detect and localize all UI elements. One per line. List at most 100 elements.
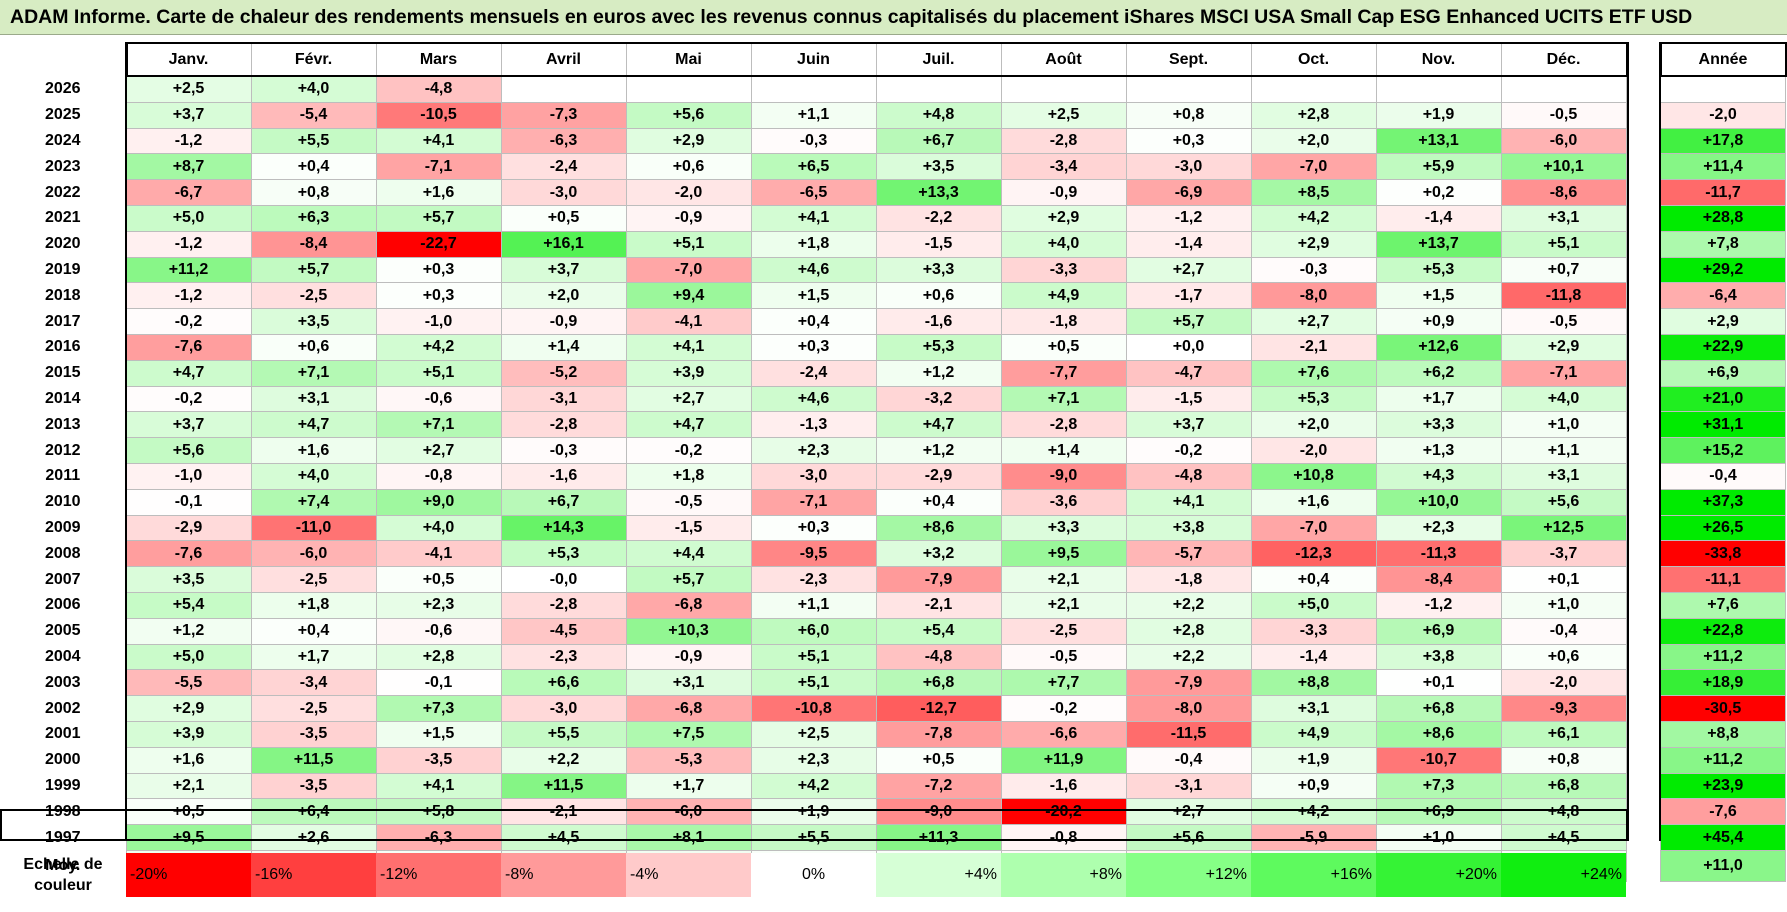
heatmap-cell: +3,3 bbox=[1000, 514, 1127, 542]
heatmap-cell: +5,7 bbox=[625, 566, 752, 593]
year-label: 2002 bbox=[44, 699, 81, 717]
annual-cell: +28,8 bbox=[1660, 204, 1786, 232]
heatmap-cell: +0,8 bbox=[1125, 101, 1252, 129]
heatmap-cell: +4,1 bbox=[375, 127, 502, 155]
year-row: 2026 +2,5 +4,0 -4,8 bbox=[0, 76, 1627, 103]
heatmap-cell: +11,5 bbox=[250, 746, 377, 774]
heatmap-cell: -0,2 bbox=[625, 437, 752, 464]
year-label: 2020 bbox=[44, 235, 81, 253]
color-scale-step: -16% bbox=[251, 853, 376, 897]
heatmap-cell: -0,2 bbox=[1125, 437, 1252, 464]
color-scale-legend: -20% -16% -12% -8% -4% 0% +4% +8% +12% +16% +20% +2… bbox=[126, 853, 1626, 897]
heatmap-cell: -8,6 bbox=[1500, 179, 1627, 206]
heatmap-cell: +14,3 bbox=[500, 514, 627, 542]
heatmap-cell: +0,6 bbox=[625, 153, 752, 181]
heatmap-cell: +5,3 bbox=[500, 540, 627, 568]
heatmap-cell: +7,3 bbox=[375, 695, 502, 722]
heatmap-cell: -1,6 bbox=[1000, 772, 1127, 800]
heatmap-cell: -1,8 bbox=[1000, 308, 1127, 335]
heatmap-cell: +5,9 bbox=[1375, 153, 1502, 181]
heatmap-cell: +1,0 bbox=[1500, 411, 1627, 439]
heatmap-cell: -5,2 bbox=[500, 359, 627, 387]
heatmap-cell: +1,2 bbox=[875, 359, 1002, 387]
annual-header: Année bbox=[1660, 42, 1786, 77]
heatmap-cell: -7,8 bbox=[875, 720, 1002, 748]
annual-cell: +11,2 bbox=[1660, 746, 1786, 774]
heatmap-cell: -7,7 bbox=[1000, 359, 1127, 387]
heatmap-cell: -3,1 bbox=[1125, 772, 1252, 800]
heatmap-cell: +0,4 bbox=[750, 308, 877, 335]
heatmap-cell: +2,2 bbox=[1125, 643, 1252, 671]
heatmap-cell: +10,1 bbox=[1500, 153, 1627, 181]
heatmap-cell: -1,2 bbox=[1375, 591, 1502, 619]
annual-cell: -11,7 bbox=[1660, 179, 1786, 206]
heatmap-cell: +4,7 bbox=[125, 359, 252, 387]
heatmap-cell: -3,0 bbox=[750, 462, 877, 490]
heatmap-cell: +1,0 bbox=[1375, 824, 1502, 851]
heatmap-cell: +6,9 bbox=[1375, 798, 1502, 826]
heatmap-cell: -1,4 bbox=[1375, 204, 1502, 232]
year-label: 1997 bbox=[44, 828, 81, 846]
annual-cell: -6,4 bbox=[1660, 282, 1786, 310]
annual-cell: +8,8 bbox=[1660, 720, 1786, 748]
heatmap-cell: +1,8 bbox=[625, 462, 752, 490]
annual-cell bbox=[1660, 76, 1786, 103]
heatmap-cell: -9,0 bbox=[875, 798, 1002, 826]
heatmap-cell: +3,5 bbox=[125, 566, 252, 593]
heatmap-cell: -0,0 bbox=[500, 566, 627, 593]
heatmap-cell: +3,8 bbox=[1375, 643, 1502, 671]
heatmap-cell: +2,1 bbox=[125, 772, 252, 800]
heatmap-cell: +0,1 bbox=[1500, 566, 1627, 593]
color-scale-step: +4% bbox=[876, 853, 1001, 897]
heatmap-cell: +9,4 bbox=[625, 282, 752, 310]
heatmap-cell: -0,5 bbox=[1500, 308, 1627, 335]
heatmap-cell: -2,9 bbox=[875, 462, 1002, 490]
heatmap-cell: -2,8 bbox=[1000, 127, 1127, 155]
month-header: Nov. bbox=[1375, 42, 1502, 77]
heatmap-cell: -1,0 bbox=[125, 462, 252, 490]
year-label: 2009 bbox=[44, 518, 81, 536]
heatmap-cell: +1,6 bbox=[250, 437, 377, 464]
color-scale-step: 0% bbox=[751, 853, 876, 897]
heatmap-cell: -11,5 bbox=[1125, 720, 1252, 748]
heatmap-cell: +4,2 bbox=[1250, 204, 1377, 232]
year-label: 2025 bbox=[44, 106, 81, 124]
heatmap-cell: -4,1 bbox=[625, 308, 752, 335]
heatmap-cell: -8,0 bbox=[1250, 282, 1377, 310]
heatmap-cell: -1,3 bbox=[750, 411, 877, 439]
heatmap-cell: +3,1 bbox=[1250, 695, 1377, 722]
heatmap-cell: +2,6 bbox=[250, 824, 377, 851]
year-row: 2007 +3,5 -2,5 +0,5 -0,0 +5,7 -2,3 -7,9 +2,1 -1,8… bbox=[0, 566, 1627, 593]
heatmap-cell: +0,7 bbox=[1500, 256, 1627, 284]
heatmap-cell: -2,5 bbox=[250, 695, 377, 722]
month-header: Mars bbox=[375, 42, 502, 77]
year-row: 2021 +5,0 +6,3 +5,7 +0,5 -0,9 +4,1 -2,2 +2,9 -1,2… bbox=[0, 204, 1627, 232]
heatmap-cell: -7,9 bbox=[1125, 669, 1252, 697]
heatmap-cell: -0,1 bbox=[125, 488, 252, 516]
heatmap-cell: +4,9 bbox=[1250, 720, 1377, 748]
color-scale-step: +12% bbox=[1126, 853, 1251, 897]
heatmap-cell: +3,7 bbox=[125, 101, 252, 129]
heatmap-cell: +4,4 bbox=[625, 540, 752, 568]
heatmap-cell: -9,0 bbox=[1000, 462, 1127, 490]
heatmap-cell: -2,0 bbox=[1250, 437, 1377, 464]
heatmap-cell: +1,9 bbox=[750, 798, 877, 826]
heatmap-cell: -6,8 bbox=[625, 591, 752, 619]
heatmap-cell: -1,4 bbox=[1250, 643, 1377, 671]
year-row: 2003 -5,5 -3,4 -0,1 +6,6 +3,1 +5,1 +6,8 +7,7 -7,9… bbox=[0, 669, 1627, 697]
heatmap-cell: -0,2 bbox=[1000, 695, 1127, 722]
heatmap-cell bbox=[1500, 76, 1627, 103]
heatmap-cell: +2,3 bbox=[750, 746, 877, 774]
heatmap-cell: -0,9 bbox=[625, 643, 752, 671]
heatmap-cell: +7,3 bbox=[1375, 772, 1502, 800]
heatmap-cell: -0,9 bbox=[500, 308, 627, 335]
heatmap-cell: +4,5 bbox=[500, 824, 627, 851]
heatmap-cell: -7,1 bbox=[1500, 359, 1627, 387]
heatmap-cell: -2,0 bbox=[625, 179, 752, 206]
annual-cell: +22,9 bbox=[1660, 333, 1786, 361]
heatmap-cell: +5,7 bbox=[375, 204, 502, 232]
heatmap-cell: -1,7 bbox=[1125, 282, 1252, 310]
annual-cell: +18,9 bbox=[1660, 669, 1786, 697]
heatmap-cell: +5,1 bbox=[1500, 230, 1627, 258]
heatmap-cell: -0,4 bbox=[1500, 617, 1627, 645]
